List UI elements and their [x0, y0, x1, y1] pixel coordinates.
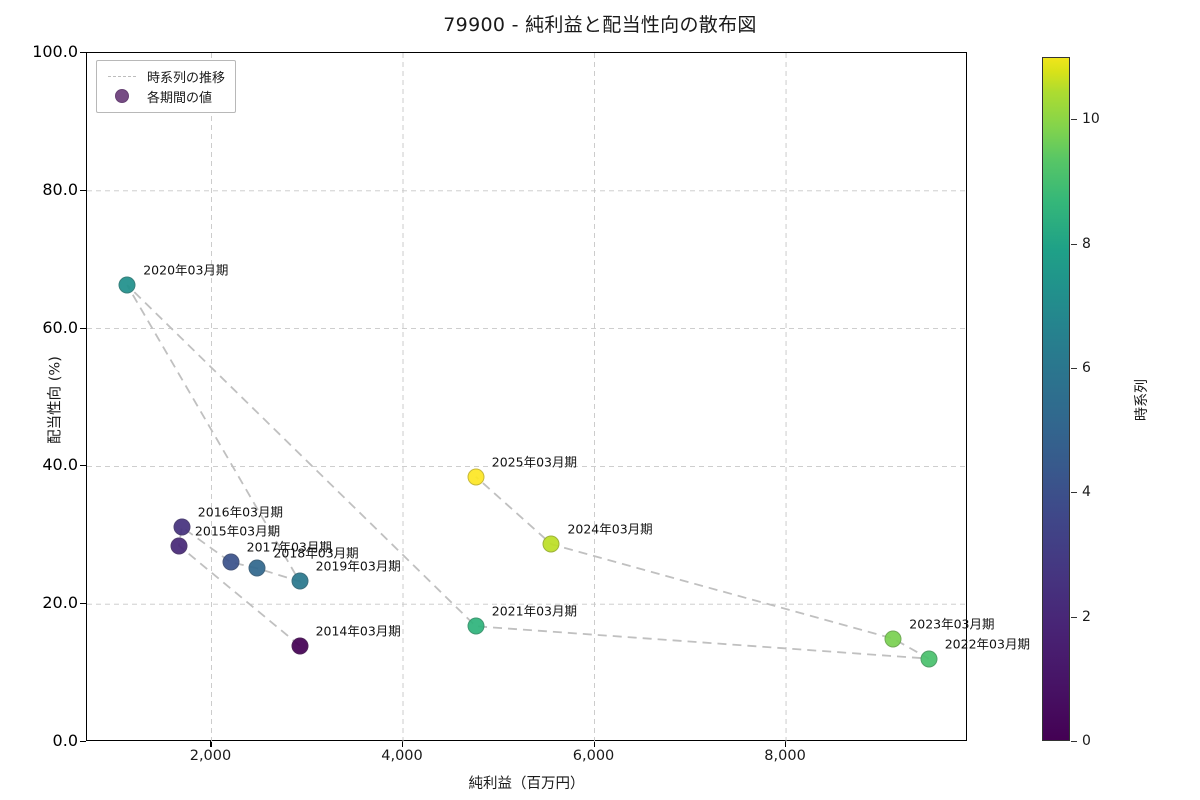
data-point[interactable] — [884, 630, 902, 648]
colorbar-tick-label: 10 — [1082, 111, 1100, 128]
legend-item-values: 各期間の値 — [105, 86, 225, 106]
y-tick-label: 20.0 — [42, 593, 78, 613]
data-point[interactable] — [248, 559, 266, 577]
colorbar-tick-mark — [1071, 119, 1077, 121]
data-point[interactable] — [542, 535, 560, 553]
data-point[interactable] — [467, 617, 485, 635]
data-point[interactable] — [291, 572, 309, 590]
data-point[interactable] — [467, 468, 485, 486]
x-tick-mark — [785, 741, 787, 747]
x-tick-mark — [210, 741, 212, 747]
data-point-label: 2024年03月期 — [567, 521, 653, 537]
y-tick-mark — [80, 603, 86, 605]
colorbar — [1042, 57, 1070, 741]
y-tick-mark — [80, 189, 86, 191]
x-tick-label: 2,000 — [189, 748, 232, 764]
page-title: 79900 - 純利益と配当性向の散布図 — [443, 14, 757, 36]
x-axis-label: 純利益（百万円） — [468, 776, 585, 792]
y-tick-mark — [80, 741, 86, 743]
x-tick-label: 4,000 — [381, 748, 423, 764]
data-point-label: 2017年03月期 — [246, 539, 332, 555]
marker-dot-icon — [105, 89, 139, 103]
data-point-label: 2016年03月期 — [197, 504, 284, 520]
data-point[interactable] — [173, 518, 191, 536]
colorbar-label: 時系列 — [1134, 379, 1150, 421]
data-point[interactable] — [920, 650, 938, 668]
data-point-label: 2020年03月期 — [143, 262, 229, 278]
legend-label-trend: 時系列の推移 — [147, 70, 226, 86]
colorbar-tick-mark — [1071, 741, 1077, 742]
y-tick-label: 40.0 — [42, 455, 78, 475]
dashed-line-icon — [105, 75, 139, 77]
y-tick-label: 100.0 — [32, 42, 78, 61]
colorbar-tick-mark — [1071, 616, 1077, 618]
data-point-label: 2023年03月期 — [909, 616, 995, 632]
data-point-label: 2022年03月期 — [944, 636, 1030, 652]
y-axis-label: 配当性向 (%) — [47, 356, 64, 444]
y-tick-label: 60.0 — [42, 317, 78, 337]
data-point[interactable] — [118, 276, 136, 294]
colorbar-tick-label: 4 — [1082, 484, 1091, 501]
data-point-label: 2019年03月期 — [315, 558, 401, 574]
plot-area: 2014年03月期 2015年03月期 2016年03月期 2017年03月期 2018… — [86, 52, 1030, 742]
y-tick-mark — [80, 327, 86, 329]
data-point-label: 2018年03月期 — [273, 545, 359, 561]
y-tick-mark — [80, 465, 86, 467]
colorbar-tick-label: 8 — [1082, 235, 1091, 252]
x-tick-mark — [402, 741, 404, 747]
legend-item-trend: 時系列の推移 — [105, 66, 225, 86]
y-tick-label: 0.0 — [52, 731, 78, 750]
x-tick-label: 6,000 — [572, 748, 615, 764]
legend: 時系列の推移 各期間の値 — [96, 60, 237, 113]
data-point[interactable] — [291, 637, 309, 655]
colorbar-tick-mark — [1071, 367, 1077, 369]
colorbar-tick-mark — [1071, 492, 1077, 494]
data-point-label: 2021年03月期 — [491, 603, 577, 619]
colorbar-tick-mark — [1071, 243, 1077, 245]
colorbar-tick-label: 0 — [1082, 733, 1091, 749]
data-point-label: 2015年03月期 — [194, 523, 281, 539]
colorbar-tick-label: 2 — [1082, 608, 1091, 625]
y-tick-mark — [80, 52, 86, 54]
data-point[interactable] — [222, 553, 240, 571]
x-tick-label: 8,000 — [764, 748, 806, 764]
legend-label-values: 各期間の値 — [147, 90, 213, 106]
colorbar-tick-label: 6 — [1082, 359, 1091, 376]
grid-layer — [87, 53, 968, 742]
y-tick-label: 80.0 — [42, 179, 78, 199]
x-tick-mark — [593, 741, 595, 747]
data-point[interactable] — [170, 537, 188, 555]
data-point-label: 2014年03月期 — [315, 623, 401, 639]
data-point-label: 2025年03月期 — [491, 454, 577, 470]
